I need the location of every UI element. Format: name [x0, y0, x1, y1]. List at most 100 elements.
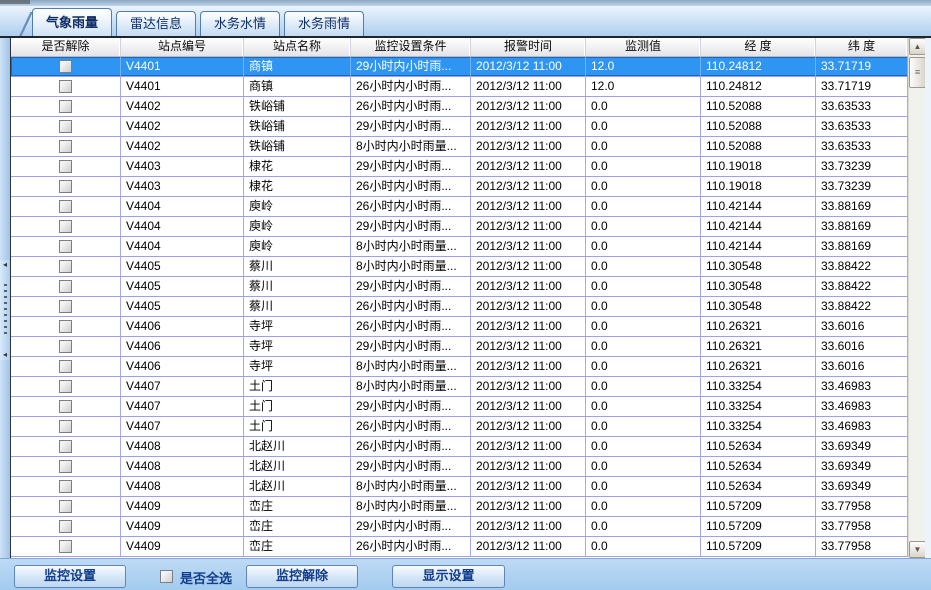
row-checkbox[interactable] — [59, 100, 72, 113]
row-checkbox[interactable] — [59, 80, 72, 93]
tab-3[interactable]: 水务水情 — [200, 11, 281, 36]
cell-lon: 110.57209 — [701, 537, 816, 556]
table-row[interactable]: V4406 寺坪 26小时内小时雨... 2012/3/12 11:00 0.0 110.… — [11, 317, 908, 337]
table-row[interactable]: V4409 峦庄 8小时内小时雨量... 2012/3/12 11:00 0.0 110.… — [11, 497, 908, 517]
table-row[interactable]: V4405 蔡川 8小时内小时雨量... 2012/3/12 11:00 0.0 110.… — [11, 257, 908, 277]
cell-lat: 33.6016 — [816, 357, 908, 376]
row-checkbox[interactable] — [59, 360, 72, 373]
column-header-4[interactable]: 监控设置条件 — [351, 38, 471, 56]
cell-time: 2012/3/12 11:00 — [471, 277, 586, 296]
table-row[interactable]: V4403 棣花 29小时内小时雨... 2012/3/12 11:00 0.0 110.… — [11, 157, 908, 177]
row-checkbox[interactable] — [59, 380, 72, 393]
cell-release-checkbox — [11, 317, 121, 336]
table-row[interactable]: V4408 北赵川 29小时内小时雨... 2012/3/12 11:00 0.0 110… — [11, 457, 908, 477]
select-all-checkbox[interactable] — [160, 570, 173, 583]
column-header-8[interactable]: 纬 度 — [816, 38, 908, 56]
row-checkbox[interactable] — [59, 160, 72, 173]
scroll-up-icon[interactable]: ▲ — [909, 38, 926, 55]
table-row[interactable]: V4406 寺坪 29小时内小时雨... 2012/3/12 11:00 0.0 110.… — [11, 337, 908, 357]
splitter-grip[interactable] — [3, 284, 7, 336]
cell-lon: 110.30548 — [701, 297, 816, 316]
display-set-button[interactable]: 显示设置 — [392, 565, 505, 588]
cell-code: V4404 — [121, 237, 244, 256]
cell-condition: 29小时内小时雨... — [351, 337, 471, 356]
row-checkbox[interactable] — [59, 220, 72, 233]
table-row[interactable]: V4402 铁峪铺 26小时内小时雨... 2012/3/12 11:00 0.0 110… — [11, 97, 908, 117]
table-row[interactable]: V4404 庾岭 29小时内小时雨... 2012/3/12 11:00 0.0 110.… — [11, 217, 908, 237]
table-row[interactable]: V4405 蔡川 26小时内小时雨... 2012/3/12 11:00 0.0 110.… — [11, 297, 908, 317]
row-checkbox[interactable] — [59, 120, 72, 133]
row-checkbox[interactable] — [59, 180, 72, 193]
monitor-release-button[interactable]: 监控解除 — [246, 565, 358, 588]
table-row[interactable]: V4404 庾岭 26小时内小时雨... 2012/3/12 11:00 0.0 110.… — [11, 197, 908, 217]
column-header-6[interactable]: 监测值 — [586, 38, 701, 56]
row-checkbox[interactable] — [59, 240, 72, 253]
row-checkbox[interactable] — [59, 320, 72, 333]
table-row[interactable]: V4402 铁峪铺 8小时内小时雨量... 2012/3/12 11:00 0.0 110… — [11, 137, 908, 157]
cell-release-checkbox — [11, 257, 121, 276]
table-row[interactable]: V4407 土门 8小时内小时雨量... 2012/3/12 11:00 0.0 110.… — [11, 377, 908, 397]
row-checkbox[interactable] — [59, 420, 72, 433]
row-checkbox[interactable] — [59, 400, 72, 413]
tab-4[interactable]: 水务雨情 — [284, 11, 365, 36]
row-checkbox[interactable] — [59, 340, 72, 353]
row-checkbox[interactable] — [59, 140, 72, 153]
cell-release-checkbox — [11, 437, 121, 456]
cell-release-checkbox — [11, 57, 121, 76]
left-splitter[interactable]: ◂ ◂ — [0, 38, 10, 558]
table-row[interactable]: V4407 土门 29小时内小时雨... 2012/3/12 11:00 0.0 110.… — [11, 397, 908, 417]
scroll-down-icon[interactable]: ▼ — [909, 541, 926, 558]
cell-value: 0.0 — [586, 117, 701, 136]
table-row[interactable]: V4401 商镇 26小时内小时雨... 2012/3/12 11:00 12.0 110… — [11, 77, 908, 97]
row-checkbox[interactable] — [59, 540, 72, 553]
cell-release-checkbox — [11, 217, 121, 236]
table-row[interactable]: V4406 寺坪 8小时内小时雨量... 2012/3/12 11:00 0.0 110.… — [11, 357, 908, 377]
column-header-7[interactable]: 经 度 — [701, 38, 816, 56]
cell-lon: 110.30548 — [701, 257, 816, 276]
cell-value: 0.0 — [586, 397, 701, 416]
column-header-3[interactable]: 站点名称 — [244, 38, 351, 56]
cell-name: 峦庄 — [244, 537, 351, 556]
collapse-left-icon[interactable]: ◂ — [2, 350, 7, 359]
cell-release-checkbox — [11, 137, 121, 156]
cell-code: V4404 — [121, 197, 244, 216]
row-checkbox[interactable] — [59, 520, 72, 533]
table-row[interactable]: V4408 北赵川 8小时内小时雨量... 2012/3/12 11:00 0.0 110… — [11, 477, 908, 497]
row-checkbox[interactable] — [59, 260, 72, 273]
table-row[interactable]: V4408 北赵川 26小时内小时雨... 2012/3/12 11:00 0.0 110… — [11, 437, 908, 457]
table-row[interactable]: V4404 庾岭 8小时内小时雨量... 2012/3/12 11:00 0.0 110.… — [11, 237, 908, 257]
collapse-left-icon[interactable]: ◂ — [2, 260, 7, 269]
table-row[interactable]: V4409 峦庄 29小时内小时雨... 2012/3/12 11:00 0.0 110.… — [11, 517, 908, 537]
row-checkbox[interactable] — [59, 480, 72, 493]
scrollbar-thumb[interactable]: ≡ — [909, 57, 926, 88]
row-checkbox[interactable] — [59, 200, 72, 213]
row-checkbox[interactable] — [59, 500, 72, 513]
table-row[interactable]: V4407 土门 26小时内小时雨... 2012/3/12 11:00 0.0 110.… — [11, 417, 908, 437]
table-row[interactable]: V4405 蔡川 29小时内小时雨... 2012/3/12 11:00 0.0 110.… — [11, 277, 908, 297]
row-checkbox[interactable] — [59, 460, 72, 473]
cell-lon: 110.26321 — [701, 317, 816, 336]
row-checkbox[interactable] — [59, 280, 72, 293]
cell-code: V4407 — [121, 397, 244, 416]
column-header-5[interactable]: 报警时间 — [471, 38, 586, 56]
column-header-1[interactable]: 是否解除 — [11, 38, 121, 56]
splitter-collapse-handle[interactable]: ◂ ◂ — [0, 260, 10, 360]
table-row[interactable]: V4401 商镇 29小时内小时雨... 2012/3/12 11:00 12.0 110… — [11, 57, 908, 77]
tab-1[interactable]: 气象雨量 — [32, 8, 113, 36]
cell-value: 12.0 — [586, 57, 701, 76]
cell-name: 庾岭 — [244, 217, 351, 236]
table-row[interactable]: V4409 峦庄 26小时内小时雨... 2012/3/12 11:00 0.0 110.… — [11, 537, 908, 557]
row-checkbox[interactable] — [59, 300, 72, 313]
cell-value: 0.0 — [586, 237, 701, 256]
cell-condition: 29小时内小时雨... — [351, 457, 471, 476]
cell-name: 土门 — [244, 377, 351, 396]
monitor-set-button[interactable]: 监控设置 — [14, 565, 126, 588]
row-checkbox[interactable] — [59, 60, 72, 73]
cell-time: 2012/3/12 11:00 — [471, 217, 586, 236]
row-checkbox[interactable] — [59, 440, 72, 453]
vertical-scrollbar[interactable]: ▲ ≡ ▼ — [908, 38, 926, 558]
column-header-2[interactable]: 站点编号 — [121, 38, 244, 56]
table-row[interactable]: V4403 棣花 26小时内小时雨... 2012/3/12 11:00 0.0 110.… — [11, 177, 908, 197]
tab-2[interactable]: 雷达信息 — [116, 11, 197, 36]
table-row[interactable]: V4402 铁峪铺 29小时内小时雨... 2012/3/12 11:00 0.0 110… — [11, 117, 908, 137]
